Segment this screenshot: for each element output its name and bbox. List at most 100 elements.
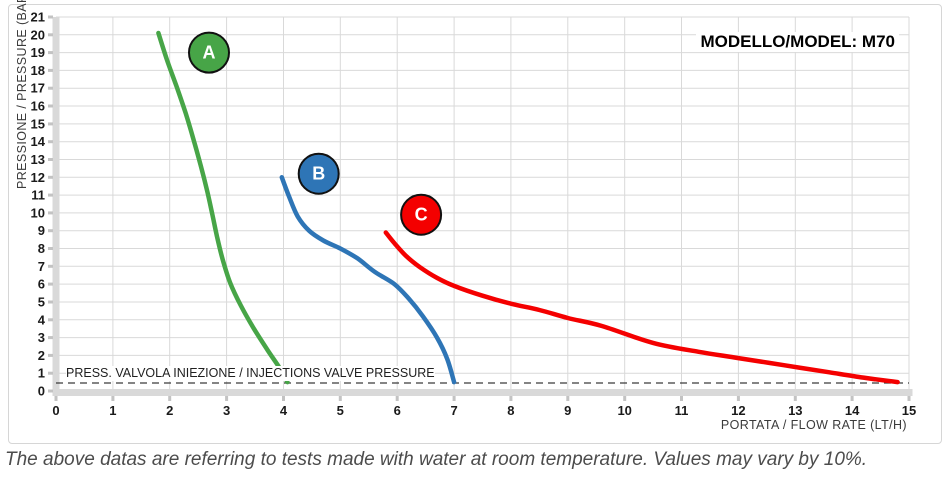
x-tick-label: 9 [564, 403, 571, 418]
series-C-curve [383, 230, 900, 385]
y-axis-tick [48, 371, 53, 375]
chart-title: MODELLO/MODEL: M70 [696, 32, 899, 52]
series-C-badge-circle [400, 193, 443, 236]
y-tick-label: 20 [31, 27, 45, 42]
y-tick-label: 16 [31, 99, 45, 114]
y-axis-tick [48, 300, 53, 304]
x-axis-tick [168, 396, 172, 401]
x-tick-label: 0 [52, 403, 59, 418]
chart-panel: A B C 0 1 2 3 4 5 6 7 8 9 10 11 12 13 14 15 0 1 2 3 4 5 6 7 8 9 10 11 1… [8, 0, 942, 444]
y-tick-label: 0 [38, 384, 45, 399]
x-tick-label: 14 [845, 403, 860, 418]
y-axis-title: PRESSIONE / PRESSURE (BAR) [15, 0, 29, 189]
y-tick-label: 1 [38, 366, 45, 381]
y-axis-tick [48, 389, 53, 393]
y-axis-tick [48, 122, 53, 126]
x-axis-tick [54, 396, 58, 401]
x-tick-label: 6 [394, 403, 401, 418]
x-axis-tick [680, 396, 683, 401]
y-tick-label: 17 [31, 81, 45, 96]
x-axis-tick [509, 396, 513, 401]
x-axis-tick [793, 396, 797, 401]
y-tick-label: 13 [31, 152, 45, 167]
y-tick-label: 11 [31, 188, 45, 203]
y-axis-tick [48, 68, 53, 72]
y-axis-tick [48, 86, 53, 90]
chart-caption: The above datas are referring to tests m… [5, 449, 868, 470]
series-A-badge: A [188, 31, 230, 74]
y-axis-tick [48, 15, 53, 19]
x-axis-tick [111, 396, 115, 401]
x-axis-tick [566, 396, 570, 401]
y-tick-label: 8 [38, 241, 45, 256]
y-tick-label: 9 [38, 223, 45, 238]
y-tick-label: 7 [38, 259, 45, 274]
series-B-badge-letter: B [312, 164, 325, 184]
y-axis-band [52, 17, 60, 396]
x-axis-tick [736, 396, 740, 401]
x-axis-tick [225, 396, 229, 401]
y-axis-tick [48, 211, 53, 215]
y-axis-tick [48, 158, 53, 161]
gridlines [55, 16, 910, 392]
y-axis-tick [48, 353, 53, 357]
y-axis-tick [48, 282, 53, 286]
series-B-curve [279, 175, 457, 385]
x-tick-label: 7 [450, 403, 457, 418]
y-axis-tick [48, 229, 53, 233]
x-tick-label: 13 [788, 403, 802, 418]
x-axis-tick [907, 396, 911, 401]
y-axis-tick [48, 175, 53, 179]
y-axis-tick [48, 193, 53, 197]
x-tick-label: 10 [617, 403, 631, 418]
valve-pressure-label: PRESS. VALVOLA INIEZIONE / INJECTIONS VA… [66, 366, 435, 381]
y-tick-label: 6 [38, 277, 45, 292]
y-tick-label: 2 [38, 348, 45, 363]
series-A-badge-letter: A [203, 43, 216, 63]
series-A-badge-circle [188, 31, 230, 74]
y-axis-tick [48, 140, 53, 144]
x-axis-tick [282, 396, 285, 401]
x-axis-tick [850, 396, 854, 401]
y-axis-tick [48, 33, 53, 37]
x-tick-label: 2 [166, 403, 173, 418]
series-B-badge-circle [297, 152, 340, 195]
x-tick-label: 1 [109, 403, 116, 418]
y-tick-label: 3 [38, 330, 45, 345]
x-axis-tick [452, 396, 456, 401]
y-axis-tick [48, 247, 53, 250]
x-axis-tick [395, 396, 399, 401]
x-axis-tick [623, 396, 627, 401]
y-tick-label: 5 [38, 295, 45, 310]
y-axis-tick [48, 336, 53, 340]
y-axis-tick [48, 104, 53, 108]
x-axis-tick [338, 396, 342, 401]
y-axis-tick [48, 264, 53, 268]
y-tick-label: 15 [31, 116, 45, 131]
x-tick-label: 5 [337, 403, 344, 418]
series-C-badge-letter: C [415, 205, 428, 225]
x-axis-band [52, 389, 913, 396]
axes [48, 15, 913, 401]
y-tick-label: 10 [31, 205, 45, 220]
series-C-badge: C [400, 193, 443, 236]
series-A-curve [156, 30, 290, 385]
x-tick-label: 3 [223, 403, 230, 418]
x-tick-label: 15 [902, 403, 916, 418]
y-tick-label: 21 [31, 10, 45, 25]
series-B-badge: B [297, 152, 340, 195]
y-tick-label: 19 [31, 45, 45, 60]
y-axis-tick [48, 318, 53, 322]
x-axis-title: PORTATA / FLOW RATE (LT/H) [720, 418, 907, 432]
y-tick-label: 4 [38, 312, 46, 327]
x-tick-label: 8 [507, 403, 514, 418]
y-tick-label: 14 [31, 134, 46, 149]
y-axis-tick [48, 51, 53, 55]
x-tick-label: 4 [280, 403, 288, 418]
x-tick-label: 11 [675, 403, 689, 418]
y-tick-label: 18 [31, 63, 45, 78]
y-tick-label: 12 [31, 170, 45, 185]
x-tick-label: 12 [731, 403, 745, 418]
